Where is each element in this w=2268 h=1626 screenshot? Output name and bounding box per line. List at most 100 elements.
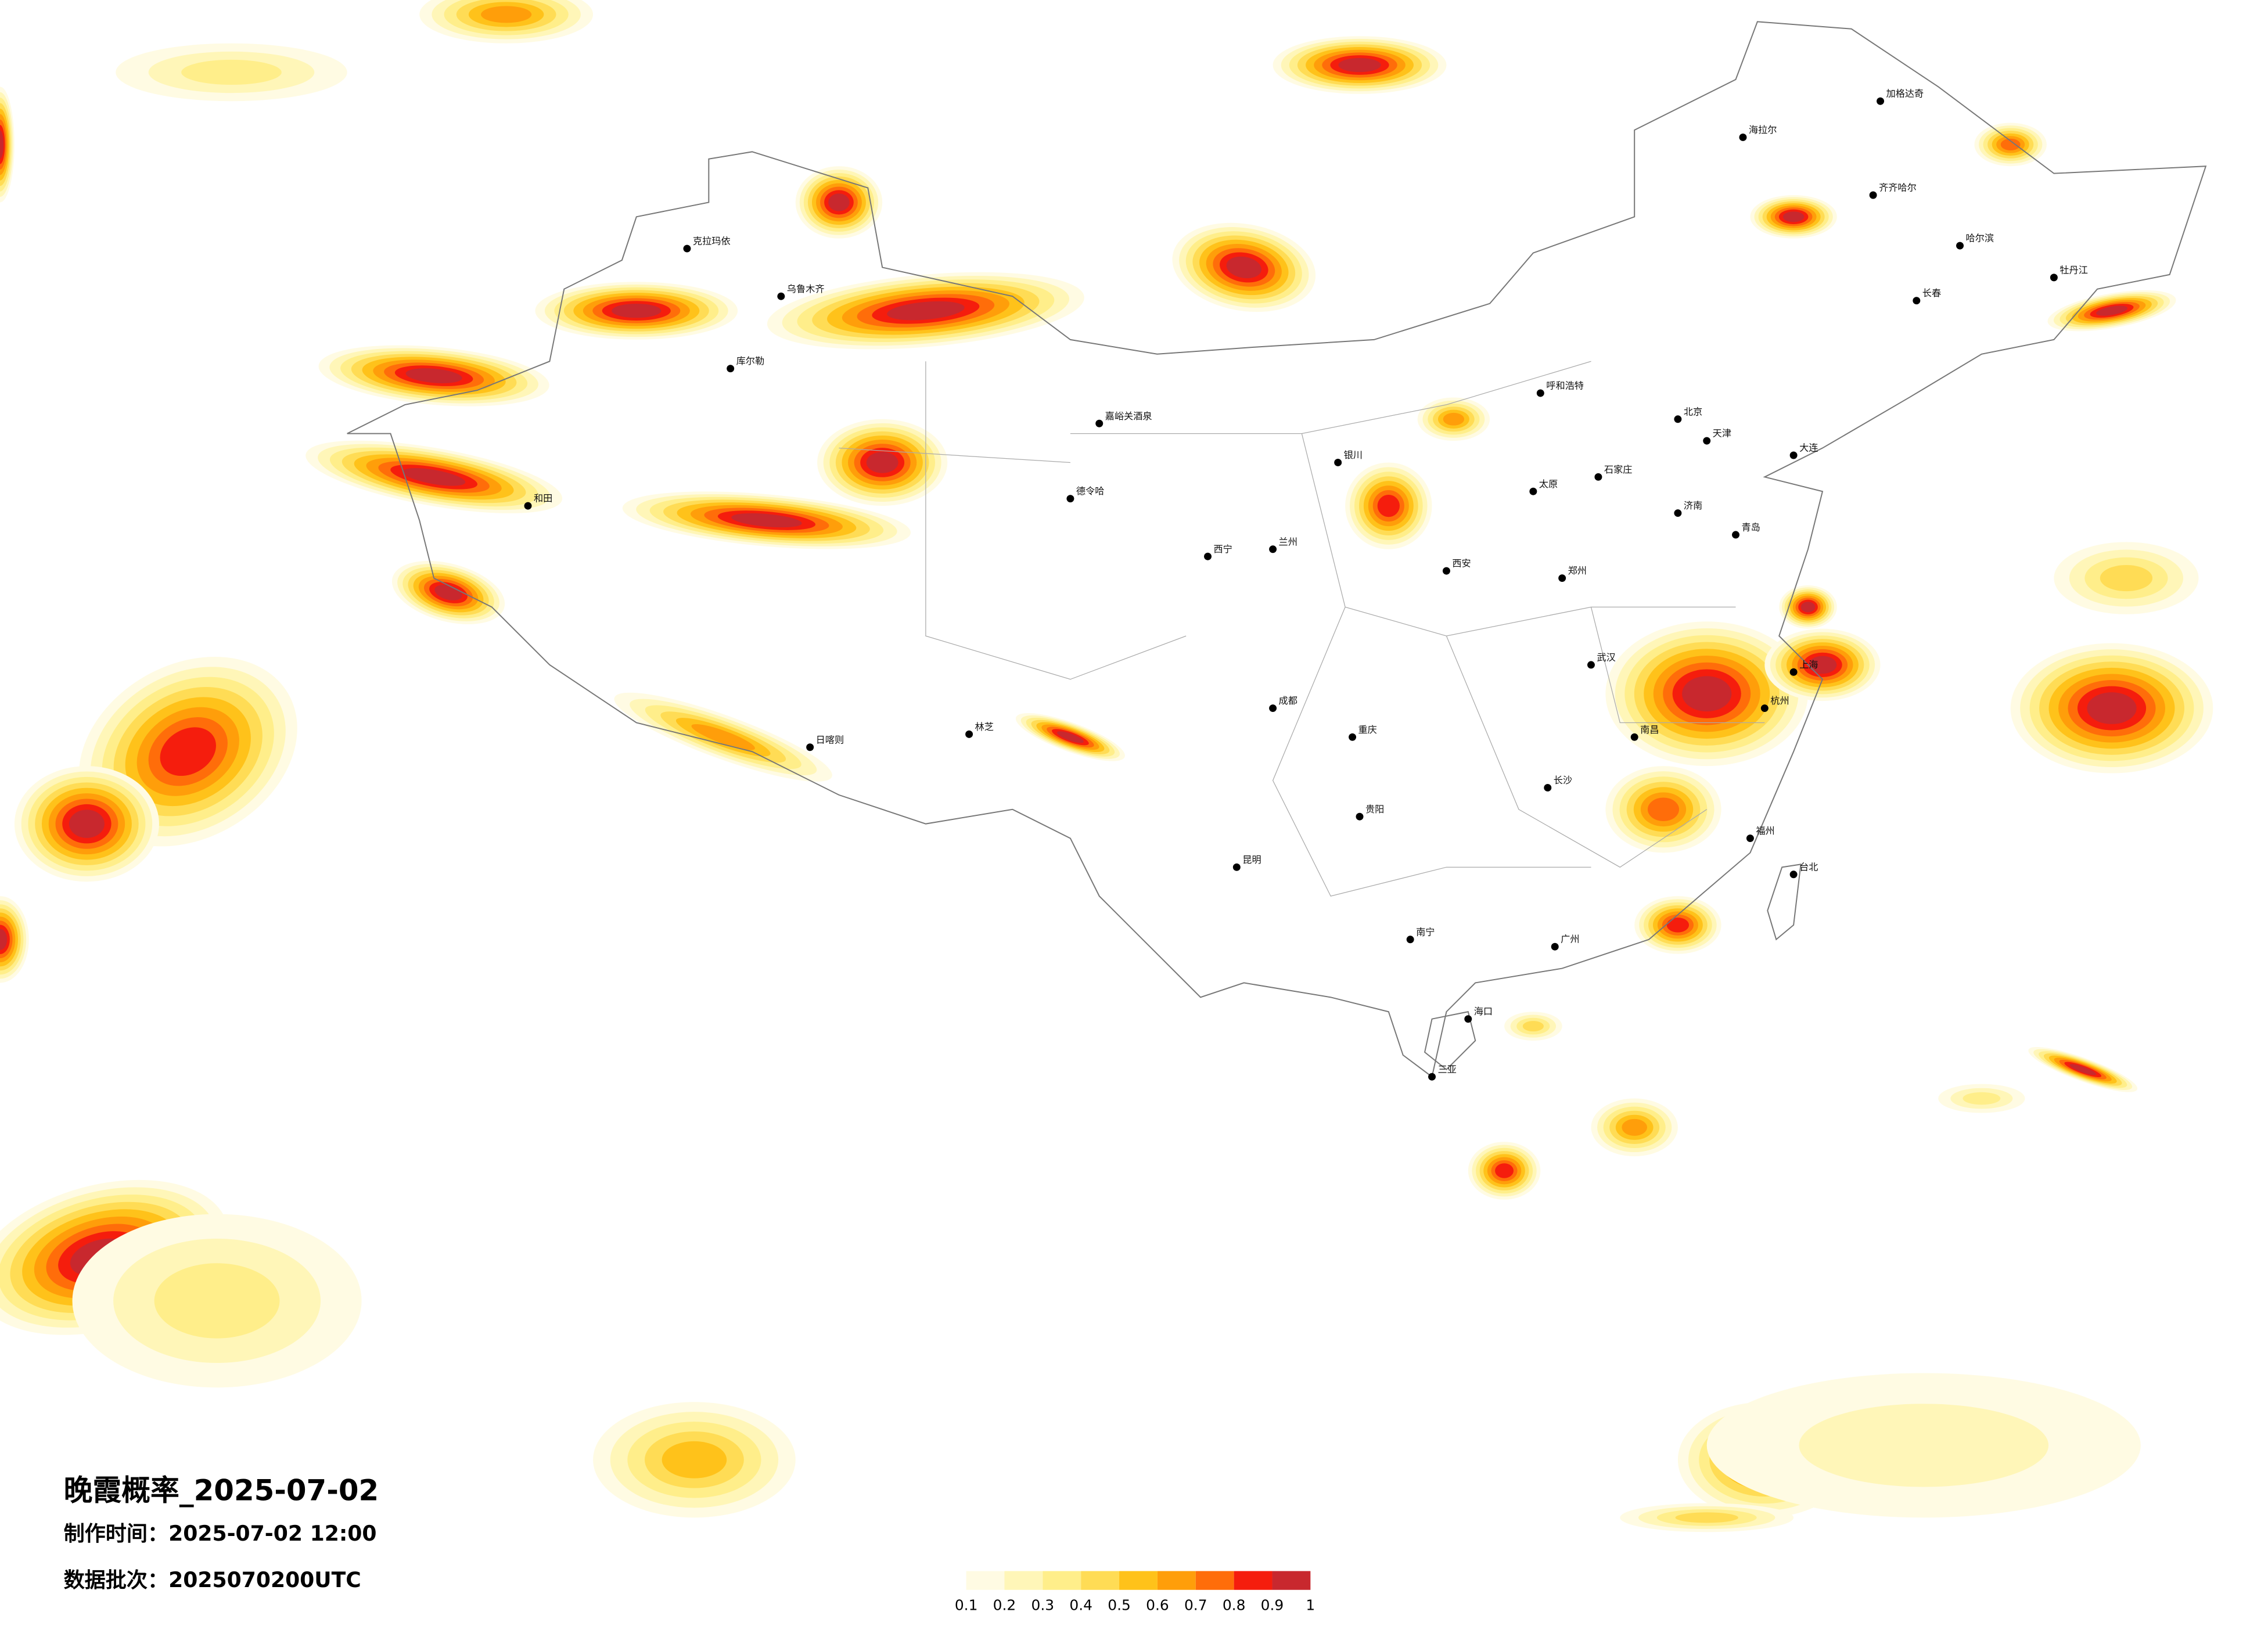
city-dot bbox=[1406, 936, 1414, 944]
city-dot bbox=[1536, 389, 1544, 397]
city-dot bbox=[1442, 567, 1450, 575]
batch: 数据批次：2025070200UTC bbox=[64, 1567, 361, 1592]
blob bbox=[691, 724, 755, 750]
city-label: 乌鲁木齐 bbox=[787, 283, 825, 294]
blob bbox=[2096, 305, 2128, 316]
city-dot bbox=[1551, 942, 1559, 951]
city-label: 太原 bbox=[1539, 479, 1558, 490]
city-label: 哈尔滨 bbox=[1965, 233, 1994, 244]
city-label: 台北 bbox=[1799, 861, 1818, 872]
city-dot bbox=[1356, 812, 1364, 821]
blob bbox=[1666, 918, 1690, 933]
city-label: 郑州 bbox=[1568, 565, 1587, 576]
blob bbox=[1495, 1163, 1514, 1178]
city-label: 库尔勒 bbox=[736, 355, 765, 366]
hainan bbox=[1424, 1011, 1476, 1071]
city-dot bbox=[1269, 704, 1277, 713]
city-dot bbox=[1232, 863, 1241, 871]
city-label: 青岛 bbox=[1741, 521, 1760, 533]
blob bbox=[1963, 1092, 2001, 1105]
legend-swatch bbox=[1004, 1571, 1043, 1590]
city-dot bbox=[1674, 509, 1682, 517]
city-dot bbox=[1877, 97, 1885, 105]
blob bbox=[1443, 412, 1465, 426]
city-dot bbox=[1095, 419, 1104, 427]
blob bbox=[2100, 565, 2153, 592]
city-dot bbox=[1428, 1073, 1436, 1081]
city-label: 广州 bbox=[1561, 934, 1579, 945]
legend-swatch bbox=[1234, 1571, 1273, 1590]
city-dot bbox=[1956, 242, 1964, 250]
blob bbox=[866, 452, 898, 473]
blob bbox=[2000, 138, 2021, 151]
city-dot bbox=[1869, 191, 1877, 199]
city-dot bbox=[1789, 870, 1798, 879]
city-dot bbox=[1204, 552, 1212, 560]
city-label: 大连 bbox=[1799, 443, 1818, 454]
city-label: 加格达奇 bbox=[1886, 88, 1924, 99]
blob bbox=[1647, 797, 1680, 822]
made-time: 制作时间：2025-07-02 12:00 bbox=[64, 1521, 377, 1546]
city-label: 西安 bbox=[1452, 558, 1471, 569]
legend-swatch bbox=[1157, 1571, 1196, 1590]
city-dot bbox=[1789, 668, 1798, 676]
city-label: 牡丹江 bbox=[2059, 264, 2088, 275]
city-label: 石家庄 bbox=[1604, 464, 1633, 475]
legend-label: 0.4 bbox=[1069, 1597, 1092, 1614]
blob bbox=[69, 810, 105, 839]
legend-label: 0.8 bbox=[1223, 1597, 1246, 1614]
city-label: 三亚 bbox=[1437, 1064, 1456, 1075]
city-dot bbox=[1594, 473, 1602, 481]
city-dot bbox=[524, 502, 532, 510]
taiwan bbox=[1767, 864, 1802, 941]
city-label: 兰州 bbox=[1279, 536, 1297, 547]
city-label: 昆明 bbox=[1242, 854, 1261, 865]
blob bbox=[1799, 1404, 2049, 1487]
blob bbox=[405, 368, 462, 383]
legend-swatch bbox=[1272, 1571, 1311, 1590]
blob bbox=[887, 301, 965, 321]
city-dot bbox=[1544, 783, 1552, 792]
blob bbox=[828, 193, 850, 211]
city-label: 南昌 bbox=[1640, 724, 1659, 735]
city-dot bbox=[2050, 274, 2058, 282]
city-dot bbox=[1630, 733, 1638, 741]
city-label: 重庆 bbox=[1358, 724, 1377, 735]
city-dot bbox=[806, 743, 814, 751]
city-label: 武汉 bbox=[1597, 652, 1615, 663]
legend-label: 0.5 bbox=[1108, 1597, 1131, 1614]
blob bbox=[0, 929, 8, 951]
city-label: 德令哈 bbox=[1076, 485, 1105, 497]
blob bbox=[2069, 1064, 2097, 1075]
city-label: 日喀则 bbox=[816, 734, 844, 745]
blob bbox=[1800, 602, 1816, 613]
legend-label: 1 bbox=[1306, 1597, 1315, 1614]
city-label: 和田 bbox=[534, 493, 552, 504]
city-dot bbox=[1529, 487, 1537, 495]
city-label: 贵阳 bbox=[1365, 804, 1384, 815]
city-dot bbox=[1349, 733, 1357, 741]
title: 晚霞概率_2025-07-02 bbox=[64, 1473, 379, 1507]
city-dot bbox=[1269, 545, 1277, 553]
blob bbox=[662, 1441, 727, 1478]
city-label: 林芝 bbox=[975, 721, 994, 732]
blob bbox=[1682, 676, 1732, 712]
legend-swatch bbox=[1195, 1571, 1234, 1590]
blob bbox=[181, 59, 282, 85]
blob bbox=[1782, 211, 1805, 222]
city-label: 杭州 bbox=[1770, 695, 1789, 706]
blob bbox=[1377, 494, 1400, 517]
city-dot bbox=[1789, 451, 1798, 459]
city-dot bbox=[727, 365, 735, 373]
city-label: 福州 bbox=[1756, 825, 1774, 836]
city-label: 长沙 bbox=[1554, 775, 1572, 786]
city-dot bbox=[1334, 458, 1342, 466]
city-dot bbox=[1732, 531, 1739, 539]
city-label: 上海 bbox=[1799, 659, 1818, 670]
city-label: 成都 bbox=[1279, 695, 1297, 706]
blob bbox=[1226, 256, 1261, 279]
city-dot bbox=[1587, 661, 1595, 669]
blob bbox=[160, 727, 216, 776]
legend-swatch bbox=[966, 1571, 1005, 1590]
legend-label: 0.1 bbox=[955, 1597, 978, 1614]
